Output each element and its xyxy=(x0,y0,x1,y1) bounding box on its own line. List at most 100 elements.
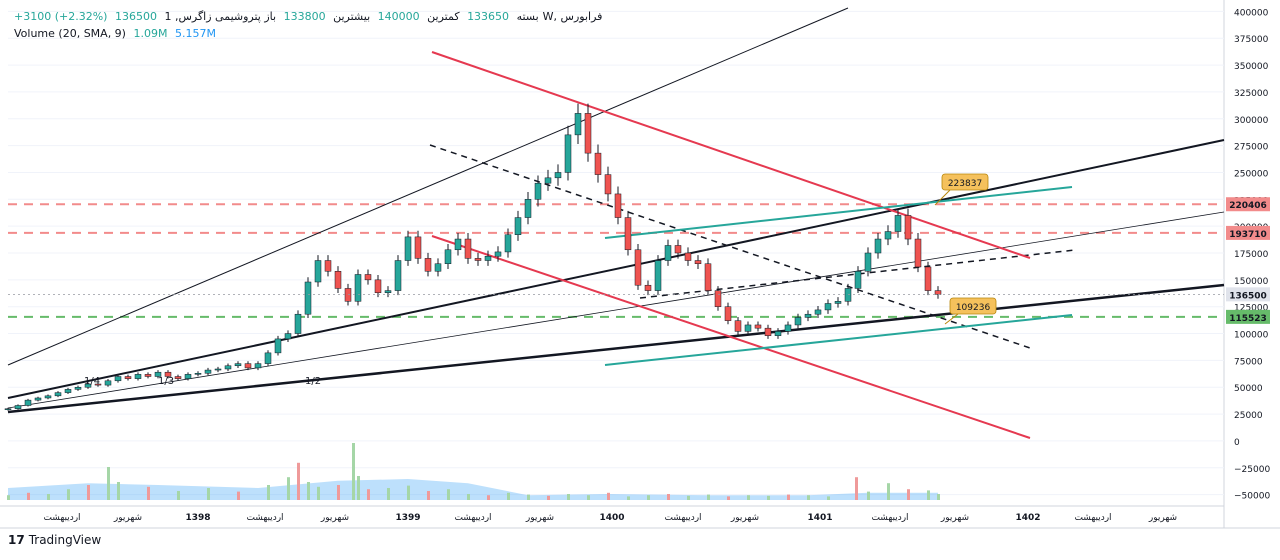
candle-body xyxy=(604,174,612,195)
x-tick-label: شهریور xyxy=(730,513,759,523)
volume-bar xyxy=(807,495,810,500)
trend-line xyxy=(7,139,1225,399)
candle-body xyxy=(424,258,432,272)
volume-bar xyxy=(527,494,530,500)
x-tick-label: شهریور xyxy=(1148,513,1177,523)
candle-body xyxy=(104,380,112,386)
trend-line xyxy=(7,283,1225,414)
candle-body xyxy=(344,288,352,302)
volume-bar xyxy=(547,495,550,500)
candle-body xyxy=(464,238,472,259)
trend-line xyxy=(431,235,1031,439)
volume-bar xyxy=(177,491,180,500)
legend-symbol[interactable]: پتروشیمی زاگرس, 1W, فرابورس xyxy=(164,10,603,23)
volume-bar xyxy=(667,494,670,500)
candle-body xyxy=(434,263,442,272)
y-tick-label: 175000 xyxy=(1234,250,1269,260)
candle-body xyxy=(634,249,642,286)
candle-body xyxy=(84,383,92,388)
candle-body xyxy=(754,324,762,329)
volume-bar xyxy=(727,496,730,500)
volume-bar xyxy=(107,467,110,500)
candle-body xyxy=(824,303,832,311)
price-label-box xyxy=(1226,309,1270,324)
y-tick-label: −25000 xyxy=(1234,465,1270,475)
candle-body xyxy=(64,389,72,393)
price-label-box xyxy=(1226,197,1270,212)
volume-bar xyxy=(787,494,790,500)
y-tick-label: 125000 xyxy=(1234,304,1269,314)
legend-open: 133800 xyxy=(283,10,326,23)
candle-body xyxy=(554,172,562,179)
volume-bar xyxy=(747,495,750,500)
candle-body xyxy=(624,217,632,251)
legend-high: 140000 xyxy=(377,10,420,23)
candle-body xyxy=(414,236,422,259)
volume-bar xyxy=(337,485,340,500)
candle-body xyxy=(684,252,692,261)
candle-body xyxy=(294,313,302,334)
price-label-box xyxy=(1226,225,1270,240)
candle-body xyxy=(404,236,412,261)
legend-close-label: بسته xyxy=(516,10,539,23)
volume-bar xyxy=(352,443,355,500)
y-tick-label: 25000 xyxy=(1234,411,1263,421)
candle-body xyxy=(744,324,752,332)
y-tick-label: 75000 xyxy=(1234,357,1263,367)
volume-value: 1.09M xyxy=(133,27,168,40)
candle-body xyxy=(804,313,812,318)
candle-body xyxy=(44,395,52,399)
volume-bar xyxy=(927,490,930,500)
price-label-text: 115523 xyxy=(1229,314,1267,324)
candle-body xyxy=(364,274,372,281)
volume-bar xyxy=(367,489,370,500)
volume-bar xyxy=(627,496,630,500)
candle-body xyxy=(304,281,312,315)
candle-body xyxy=(704,263,712,291)
volume-bar xyxy=(687,495,690,500)
candle-body xyxy=(184,374,192,379)
fraction-label: 1/4 xyxy=(84,376,100,387)
candle-body xyxy=(534,182,542,200)
volume-bar xyxy=(427,491,430,500)
fraction-label: 1/2 xyxy=(305,376,321,387)
candle-body xyxy=(54,392,62,397)
trend-line xyxy=(639,249,1076,299)
y-tick-label: 325000 xyxy=(1234,89,1269,99)
volume-bar xyxy=(7,495,10,500)
y-tick-label: 100000 xyxy=(1234,331,1269,341)
candle-body xyxy=(384,290,392,293)
candle-body xyxy=(114,376,122,382)
volume-bar xyxy=(147,486,150,500)
candle-body xyxy=(244,363,252,369)
volume-bar xyxy=(487,495,490,500)
candle-body xyxy=(654,260,662,291)
volume-bar xyxy=(767,495,770,500)
legend-close: 136500 xyxy=(114,10,157,23)
volume-bar xyxy=(607,492,610,500)
candle-body xyxy=(864,252,872,272)
y-tick-label: 275000 xyxy=(1234,143,1269,153)
volume-bar xyxy=(647,495,650,500)
volume-bar xyxy=(287,477,290,500)
x-tick-label: اردیبهشت xyxy=(246,513,283,523)
candle-body xyxy=(714,290,722,307)
volume-bar xyxy=(407,485,410,500)
y-tick-label: 400000 xyxy=(1234,8,1269,18)
candle-body xyxy=(134,374,142,379)
volume-bar xyxy=(357,476,360,500)
volume-bar xyxy=(317,486,320,500)
candle-body xyxy=(644,284,652,291)
trend-line xyxy=(7,7,849,366)
volume-bar xyxy=(507,492,510,500)
volume-label[interactable]: Volume (20, SMA, 9) xyxy=(14,27,126,40)
x-tick-label: اردیبهشت xyxy=(1074,513,1111,523)
volume-bar xyxy=(297,462,300,500)
candle-body xyxy=(844,288,852,302)
legend-change: +3100 (+2.32%) xyxy=(14,10,108,23)
x-tick-label: اردیبهشت xyxy=(454,513,491,523)
candle-body xyxy=(794,317,802,326)
tradingview-brand[interactable]: 17 TradingView xyxy=(8,533,101,547)
